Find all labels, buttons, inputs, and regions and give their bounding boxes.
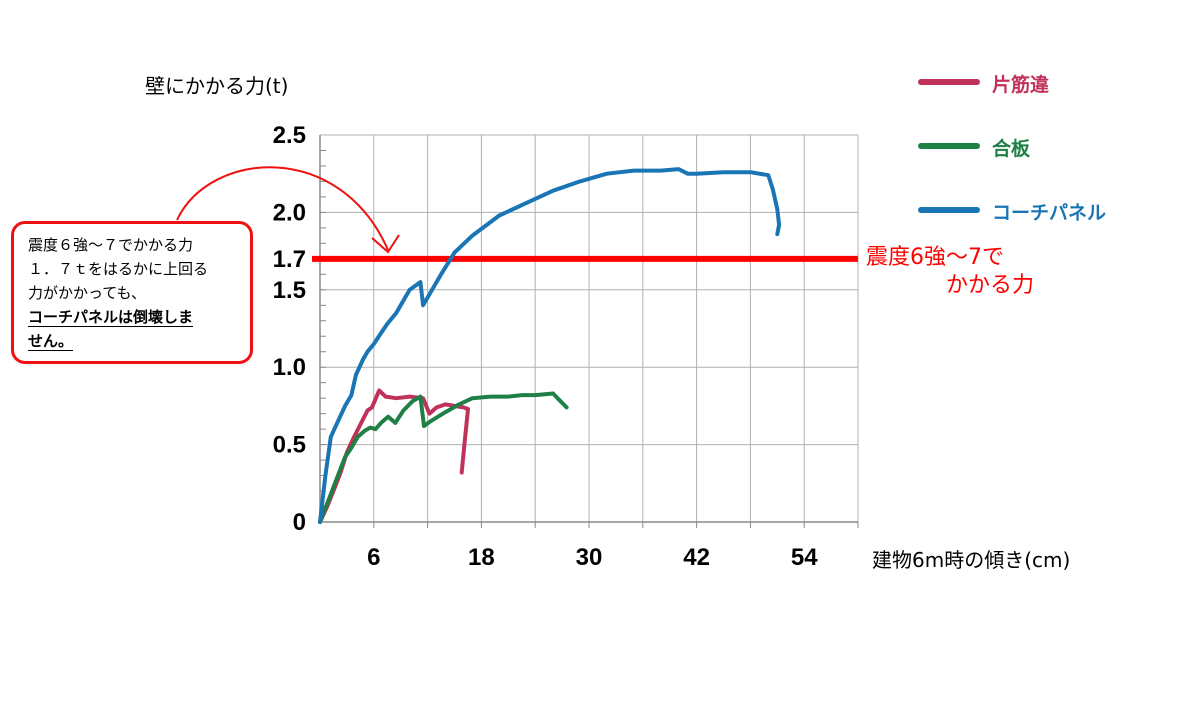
series-lines [318,167,782,524]
callout-bold-1: コーチパネルは倒壊しま [28,308,194,327]
y-axis-label: 壁にかかる力(t) [145,74,289,98]
tick-labels: 0 0.5 1.0 1.5 1.7 2.0 2.5 6 18 30 42 54 [273,122,819,571]
chart-axes [319,135,859,528]
legend-label-katasujikai: 片筋違 [992,74,1050,96]
reference-label-line1: 震度6強～7で [866,245,1004,270]
callout-bold-2: せん。 [28,332,74,351]
y-tick-label: 2.5 [273,122,306,149]
callout-line-2: １．７ｔをはるかに上回る [28,260,209,278]
callout-box: 震度６強～７でかかる力 １．７ｔをはるかに上回る 力がかかっても、 コーチパネル… [11,221,253,364]
x-axis-label: 建物6m時の傾き(cm) [872,548,1071,572]
legend-label-coach-panel: コーチパネル [992,202,1107,224]
y-tick-label: 2.0 [273,199,306,226]
x-tick-label: 42 [683,544,710,571]
chart-grid [320,134,859,522]
y-tick-label: 0 [293,509,306,536]
y-tick-label: 1.0 [273,354,306,381]
x-tick-label: 30 [576,544,603,571]
series-line-2 [318,167,782,524]
legend-swatch-gouhan [918,143,980,149]
series-line-1 [318,391,569,524]
callout-line-1: 震度６強～７でかかる力 [28,236,194,254]
y-tick-label: 1.5 [273,277,306,304]
callout-arrow [176,166,400,254]
callout-arrow-curve [176,166,389,251]
y-tick-label: 1.7 [273,246,306,273]
y-tick-label: 0.5 [273,432,306,459]
legend-swatch-katasujikai [918,79,980,85]
x-tick-label: 54 [791,544,818,571]
legend-label-gouhan: 合板 [992,138,1031,160]
x-tick-label: 6 [367,544,380,571]
reference-label-line2: かかる力 [946,273,1035,298]
reference-line-label: 震度6強～7で かかる力 [866,244,1034,300]
callout-line-3: 力がかかっても、 [28,284,147,302]
legend-swatch-coach-panel [918,207,980,213]
x-tick-label: 18 [468,544,495,571]
callout-arrow-head [371,234,400,254]
